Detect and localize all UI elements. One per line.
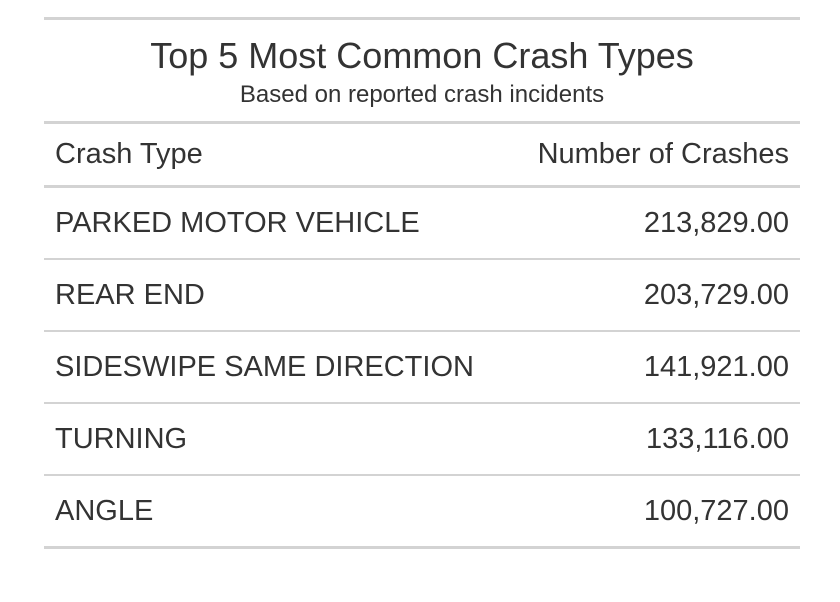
column-header-row: Crash Type Number of Crashes <box>44 124 800 188</box>
table-row: ANGLE 100,727.00 <box>44 474 800 549</box>
table-row: TURNING 133,116.00 <box>44 402 800 475</box>
crash-count-cell: 141,921.00 <box>510 330 800 403</box>
crash-count-cell: 213,829.00 <box>643 206 789 239</box>
crash-count-cell: 100,727.00 <box>510 474 800 549</box>
header-rule <box>44 121 800 124</box>
crash-count-cell: 133,116.00 <box>510 402 800 475</box>
crash-type-cell: SIDESWIPE SAME DIRECTION <box>44 330 511 403</box>
crash-type-cell: ANGLE <box>44 474 511 549</box>
table-row: SIDESWIPE SAME DIRECTION 141,921.00 <box>44 330 800 403</box>
table-title: Top 5 Most Common Crash Types <box>150 35 694 76</box>
table-subtitle: Based on reported crash incidents <box>239 81 605 108</box>
crash-type-cell: PARKED MOTOR VEHICLE <box>55 206 420 239</box>
crash-type-cell: REAR END <box>44 258 511 331</box>
crash-types-table: Top 5 Most Common Crash Types Based on r… <box>44 17 800 549</box>
table-row: PARKED MOTOR VEHICLE 213,829.00 <box>44 187 800 260</box>
top-rule <box>44 17 800 20</box>
column-header-number-of-crashes: Number of Crashes <box>510 124 800 188</box>
crash-count-cell: 203,729.00 <box>510 258 800 331</box>
crash-type-cell: TURNING <box>44 402 511 475</box>
table-header-block: Top 5 Most Common Crash Types Based on r… <box>44 20 800 121</box>
table-row: REAR END 203,729.00 <box>44 258 800 331</box>
column-header-crash-type: Crash Type <box>44 124 511 188</box>
data-table: Crash Type Number of Crashes PARKED MOTO… <box>44 124 800 549</box>
